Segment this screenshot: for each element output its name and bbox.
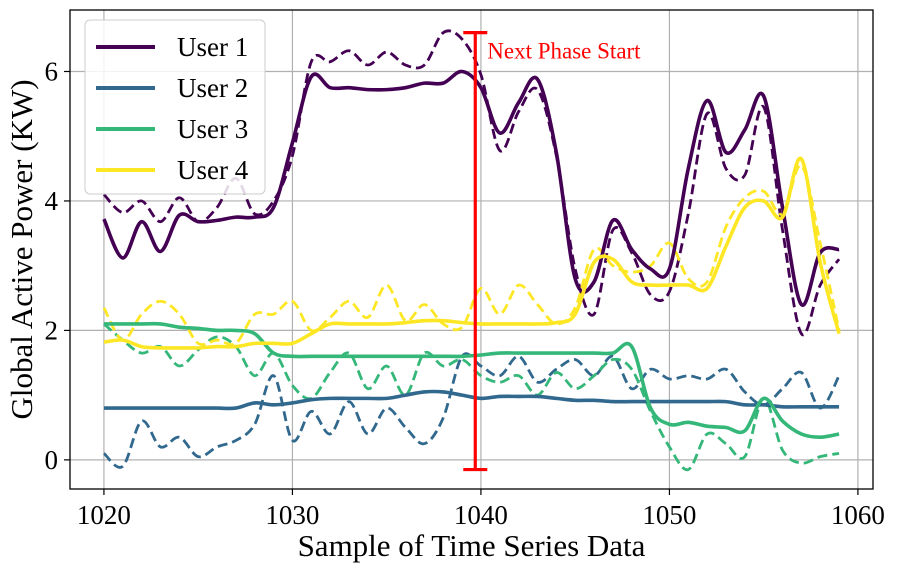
series-line-user-4-solid bbox=[103, 156, 841, 350]
x-tick-label-1050: 1050 bbox=[642, 500, 696, 530]
plot-frame bbox=[69, 9, 874, 490]
x-tick-label-1030: 1030 bbox=[265, 500, 319, 530]
series-clip-group bbox=[102, 29, 841, 472]
y-tick-label-2: 2 bbox=[45, 315, 59, 345]
legend-box bbox=[84, 19, 266, 195]
x-axis-label: Sample of Time Series Data bbox=[298, 528, 646, 563]
x-tick-label-1060: 1060 bbox=[831, 500, 885, 530]
series-line-user-2-dashed bbox=[102, 352, 841, 469]
legend: User 1 User 2 User 3 User 4 bbox=[84, 19, 266, 195]
series-line-user-3-solid bbox=[103, 321, 840, 440]
y-tick-label-4: 4 bbox=[45, 186, 59, 216]
x-tick-label-1040: 1040 bbox=[454, 500, 508, 530]
y-axis-label: Global Active Power (KW) bbox=[4, 79, 39, 419]
legend-label-user-3: User 3 bbox=[177, 114, 248, 144]
annotation-layer: Next Phase Start bbox=[463, 31, 641, 472]
legend-label-user-2: User 2 bbox=[177, 73, 248, 103]
series-line-user-2-solid bbox=[103, 389, 840, 411]
legend-label-user-1: User 1 bbox=[177, 32, 248, 62]
y-tick-label-6: 6 bbox=[45, 56, 59, 86]
series-line-user-4-dashed bbox=[102, 163, 841, 347]
x-tick-label-1020: 1020 bbox=[77, 500, 131, 530]
annotation-label: Next Phase Start bbox=[487, 39, 641, 64]
series-layer bbox=[102, 29, 841, 472]
y-tick-label-0: 0 bbox=[45, 445, 59, 475]
axis-ticks: 1020 1030 1040 1050 1060 0 2 4 6 bbox=[45, 56, 885, 530]
series-line-user-1-solid bbox=[102, 69, 840, 307]
legend-label-user-4: User 4 bbox=[177, 155, 249, 185]
series-line-user-3-dashed bbox=[103, 322, 840, 472]
